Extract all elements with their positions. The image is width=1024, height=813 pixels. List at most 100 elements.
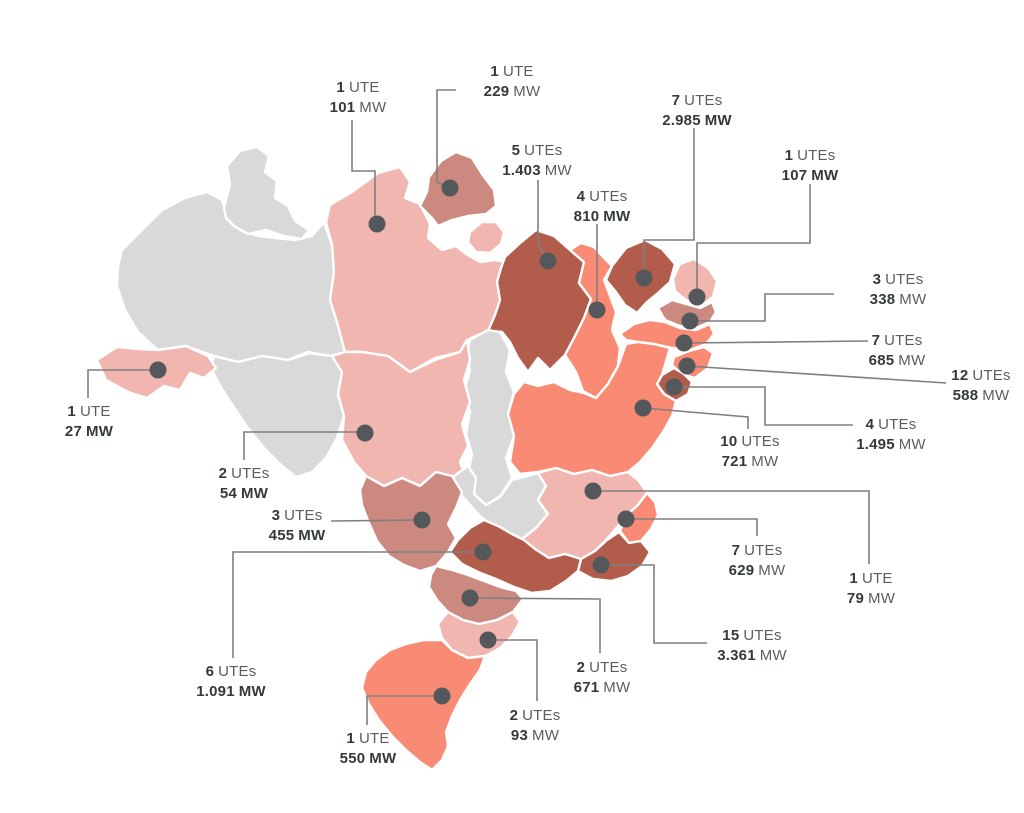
power-unit: MW xyxy=(759,647,787,664)
callout-connector-line xyxy=(642,407,749,429)
map-callout-label: 12 UTEs 588 MW xyxy=(951,366,1010,406)
power-unit: MW xyxy=(898,436,926,453)
ute-unit: UTE xyxy=(358,730,390,747)
ute-count: 7 xyxy=(871,332,881,349)
map-callout-label: 6 UTEs 1.091 MW xyxy=(196,662,266,702)
callout-connector-line xyxy=(87,369,158,398)
callout-power-line: 79 MW xyxy=(847,589,895,609)
power-unit: MW xyxy=(359,99,387,116)
power-unit: MW xyxy=(868,590,896,607)
state-marker-dot xyxy=(461,589,479,607)
map-callout-label: 1 UTE 229 MW xyxy=(484,62,541,102)
state-roraima xyxy=(222,145,311,241)
callout-connector-line xyxy=(643,128,695,278)
map-callout-label: 1 UTE 101 MW xyxy=(330,78,387,118)
ute-count: 12 xyxy=(951,367,969,384)
ute-count: 1 xyxy=(336,79,345,96)
ute-unit: UTE xyxy=(502,63,534,80)
callout-count-line: 3 UTEs xyxy=(870,270,927,290)
state-marker-dot xyxy=(441,179,459,197)
callout-power-line: 1.091 MW xyxy=(196,682,266,702)
callout-connector-line xyxy=(488,639,538,701)
power-unit: MW xyxy=(238,683,266,700)
map-callout-label: 5 UTEs 1.403 MW xyxy=(502,141,572,181)
power-value: 229 xyxy=(483,83,510,100)
callout-power-line: 229 MW xyxy=(484,82,541,102)
callout-count-line: 7 UTEs xyxy=(662,91,732,111)
ute-unit: UTEs xyxy=(522,707,561,724)
callout-power-line: 2.985 MW xyxy=(662,111,732,131)
state-marajo xyxy=(466,220,506,255)
state-riograndedosul xyxy=(360,638,487,772)
map-callout-label: 2 UTEs 671 MW xyxy=(574,658,631,698)
callout-connector-line xyxy=(683,340,869,344)
callout-connector-line xyxy=(232,551,483,658)
map-callout-label: 3 UTEs 338 MW xyxy=(870,270,927,310)
ute-unit: UTEs xyxy=(797,147,836,164)
state-marker-dot xyxy=(681,312,699,330)
callout-power-line: 1.495 MW xyxy=(856,435,926,455)
ute-count: 2 xyxy=(509,707,519,724)
callout-power-line: 93 MW xyxy=(510,726,561,746)
state-marker-dot xyxy=(368,215,386,233)
state-marker-dot xyxy=(356,424,374,442)
state-matogrosso xyxy=(330,338,472,488)
ute-count: 3 xyxy=(872,271,882,288)
state-marker-dot xyxy=(688,288,706,306)
power-unit: MW xyxy=(704,112,732,129)
ute-unit: UTEs xyxy=(524,142,563,159)
callout-count-line: 15 UTEs xyxy=(717,626,787,646)
callout-connector-line xyxy=(330,519,423,522)
state-marker-dot xyxy=(617,510,635,528)
power-unit: MW xyxy=(751,453,779,470)
ute-unit: UTEs xyxy=(231,465,270,482)
ute-count: 1 xyxy=(490,63,499,80)
ute-unit: UTE xyxy=(861,570,893,587)
map-callout-label: 1 UTE 27 MW xyxy=(65,402,113,442)
callout-power-line: 3.361 MW xyxy=(717,646,787,666)
callout-power-line: 1.403 MW xyxy=(502,161,572,181)
callout-power-line: 685 MW xyxy=(869,351,926,371)
power-unit: MW xyxy=(369,750,397,767)
state-riograndedonorte xyxy=(671,257,719,308)
callout-power-line: 629 MW xyxy=(729,561,786,581)
power-value: 338 xyxy=(869,291,896,308)
state-maranhao xyxy=(486,228,593,374)
callout-connector-line xyxy=(674,386,853,426)
map-callout-label: 7 UTEs 685 MW xyxy=(869,331,926,371)
ute-count: 15 xyxy=(722,627,740,644)
callout-power-line: 550 MW xyxy=(340,749,397,769)
callout-count-line: 7 UTEs xyxy=(729,541,786,561)
power-value: 93 xyxy=(510,727,529,744)
callout-count-line: 5 UTEs xyxy=(502,141,572,161)
callout-connector-line xyxy=(690,293,834,322)
state-marker-dot xyxy=(678,357,696,375)
power-unit: MW xyxy=(982,387,1010,404)
callout-connectors xyxy=(87,89,947,725)
ute-unit: UTEs xyxy=(878,416,917,433)
ute-unit: UTEs xyxy=(744,542,783,559)
state-marker-dot xyxy=(635,269,653,287)
state-marker-dot xyxy=(433,687,451,705)
map-callout-label: 3 UTEs 455 MW xyxy=(269,506,326,546)
callout-connector-line xyxy=(601,564,707,644)
power-value: 27 xyxy=(64,423,83,440)
ute-unit: UTEs xyxy=(743,627,782,644)
state-rondonia xyxy=(209,351,346,479)
callout-connector-line xyxy=(593,490,870,564)
callout-connector-line xyxy=(366,695,442,725)
power-value: 1.495 xyxy=(856,436,895,453)
map-callout-label: 1 UTE 550 MW xyxy=(340,729,397,769)
ute-count: 7 xyxy=(731,542,741,559)
ute-count: 1 xyxy=(784,147,794,164)
callout-power-line: 101 MW xyxy=(330,98,387,118)
power-unit: MW xyxy=(603,208,631,225)
callout-count-line: 1 UTE xyxy=(65,402,113,422)
power-unit: MW xyxy=(898,352,926,369)
map-callout-label: 1 UTE 79 MW xyxy=(847,569,895,609)
state-marker-dot xyxy=(149,361,167,379)
callout-connector-line xyxy=(351,120,376,222)
ute-count: 5 xyxy=(511,142,521,159)
